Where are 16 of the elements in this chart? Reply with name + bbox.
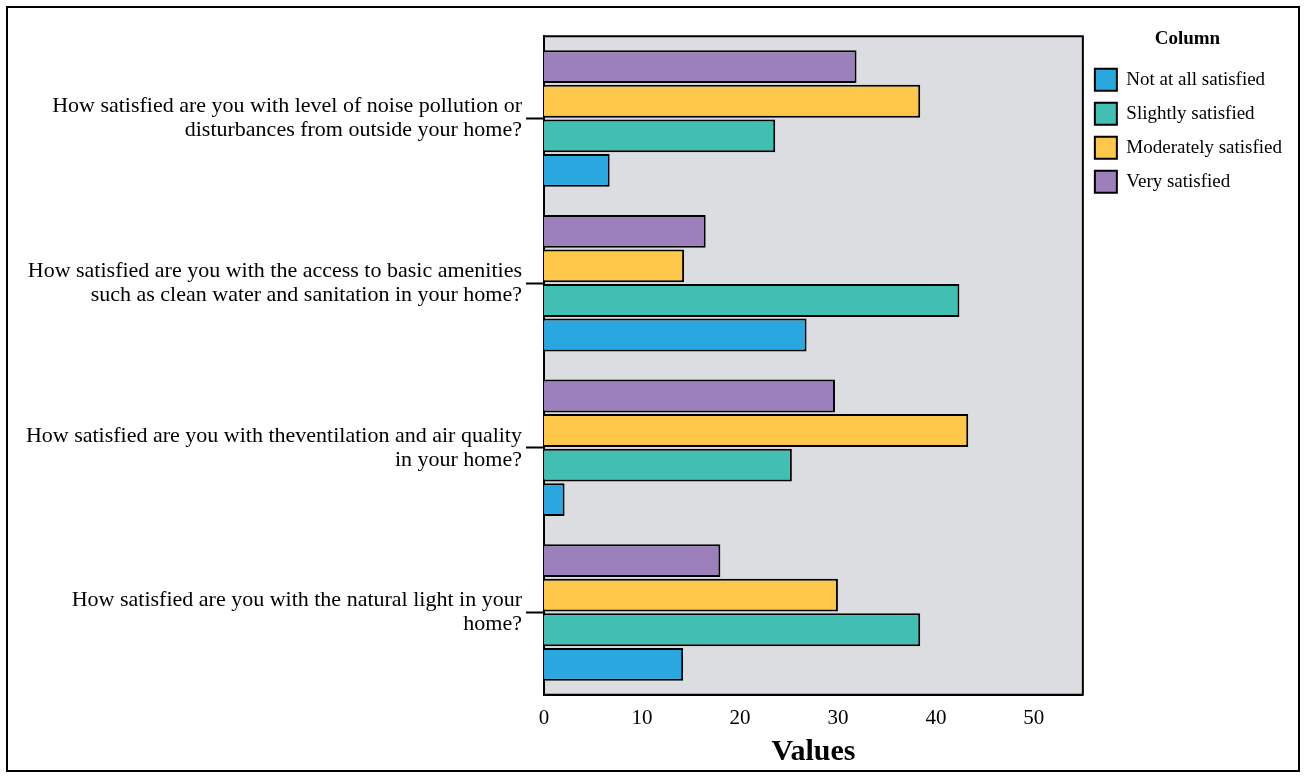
y-tick-label: How satisfied are you with level of noise pollution or disturbances from outside your home? [52,92,523,142]
legend-label: Slightly satisfied [1126,101,1256,123]
y-tick-label: How satisfied are you with the access to basic amenities such as clean water and sanitation in your home? [27,256,522,307]
x-axis-title: Values [771,732,856,766]
x-tick-label: 40 [925,704,947,729]
legend-label: Very satisfied [1126,169,1231,191]
x-tick-label: 50 [1023,704,1045,729]
y-tick-label: How satisfied are you with the natural light in your home? [71,586,523,636]
x-tick-label: 10 [631,704,653,729]
y-tick-label: How satisfied are you with theventilation and air quality in your home? [25,421,522,471]
x-tick-label: 20 [729,704,751,729]
legend-label: Not at all satisfied [1126,67,1266,89]
legend-title: Column [1154,27,1221,49]
x-tick-label: 30 [827,704,849,729]
legend-label: Moderately satisfied [1126,135,1283,157]
x-tick-label: 0 [538,704,550,729]
